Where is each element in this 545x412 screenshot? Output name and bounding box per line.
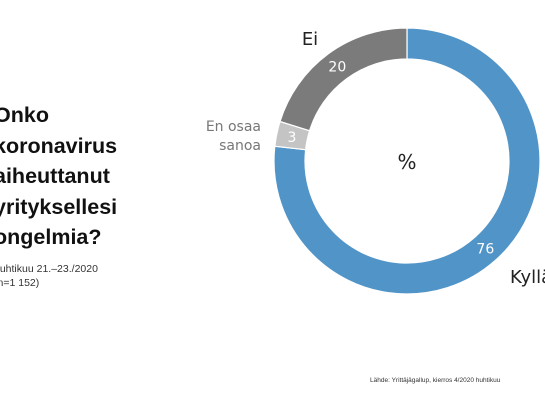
slice-value-label: 3 — [288, 130, 297, 146]
slice-ei — [279, 27, 408, 132]
chart-title: Onko koronavirus aiheuttanut yritykselle… — [0, 100, 164, 253]
title-line: aiheuttanut — [0, 164, 110, 188]
slice-kylla — [273, 27, 541, 295]
slice-value-label: 76 — [476, 242, 494, 258]
sample-size: (n=1 152) — [0, 277, 40, 289]
title-line: Onko — [0, 103, 49, 127]
slice-category-label: Ei — [302, 29, 318, 50]
center-unit-label: % — [397, 150, 416, 174]
slice-category-label: En osaa — [206, 119, 261, 135]
title-line: koronavirus — [0, 133, 118, 158]
slice-category-label: sanoa — [219, 138, 261, 154]
title-block: Onko koronavirus aiheuttanut yritykselle… — [0, 100, 164, 291]
title-line: ongelmia? — [0, 225, 102, 249]
slice-value-label: 20 — [328, 59, 346, 75]
title-line: yrityksellesi — [0, 194, 118, 219]
survey-meta: huhtikuu 21.–23./2020 (n=1 152) — [0, 262, 164, 291]
slice-category-label: Kyllä — [510, 267, 545, 288]
survey-date: huhtikuu 21.–23./2020 — [0, 262, 98, 275]
source-note: Lähde: Yrittäjägallup, kierros 4/2020 hu… — [370, 377, 501, 384]
